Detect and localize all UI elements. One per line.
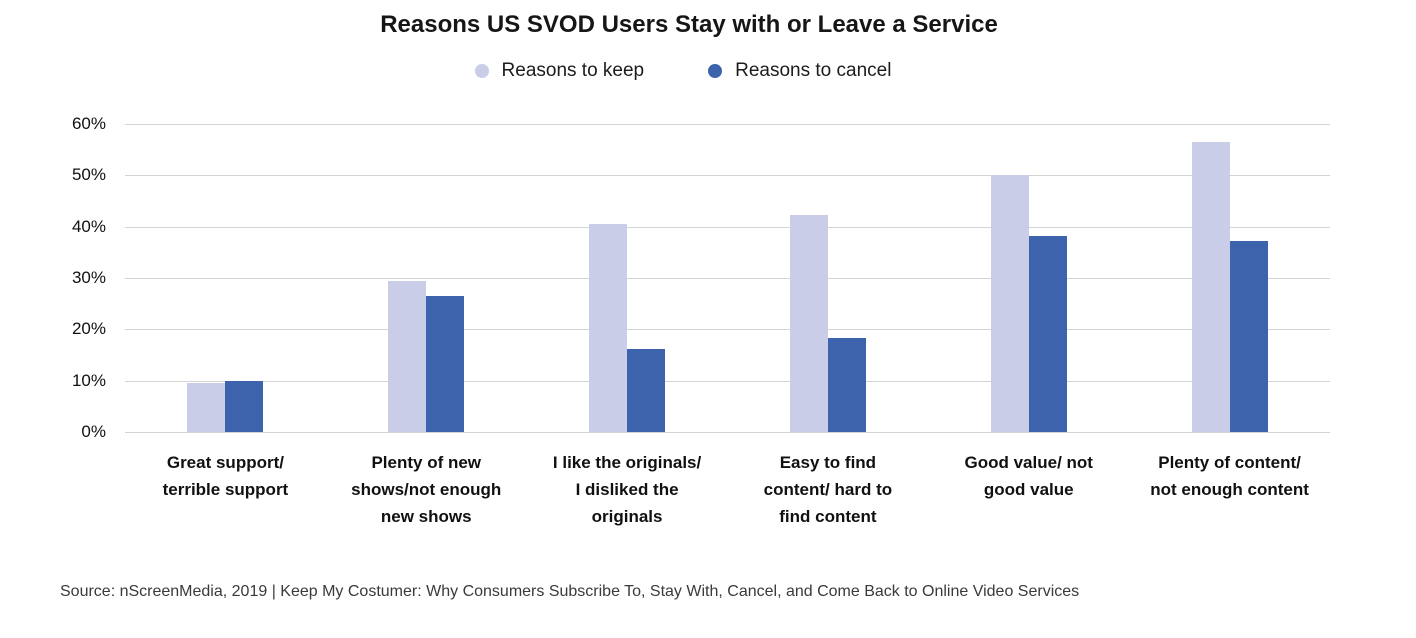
- bar-group: [1129, 124, 1330, 432]
- gridline: [125, 278, 1330, 279]
- x-axis-label-line: Great support/: [166, 453, 284, 472]
- bar-cancel: [827, 338, 866, 432]
- bar-keep: [789, 214, 828, 432]
- x-axis-label: Easy to find content/ hard to find content: [727, 449, 928, 530]
- bar-cancel: [225, 380, 264, 432]
- y-axis-tick: 40%: [71, 216, 106, 236]
- gridline: [125, 380, 1330, 382]
- x-axis-label: Plenty of new shows/not enough new shows: [326, 449, 527, 530]
- x-axis-label-line: shows/not enough: [351, 480, 502, 499]
- x-axis-label-line: terrible support: [162, 480, 289, 499]
- chart-legend: Reasons to keep Reasons to cancel: [0, 60, 1366, 82]
- x-axis-labels: Great support/terrible support Plenty of …: [125, 449, 1330, 530]
- bar-group: [527, 124, 728, 432]
- plot-area: [125, 124, 1330, 433]
- y-axis-tick: 30%: [71, 268, 106, 287]
- bar-keep: [1191, 141, 1230, 432]
- bar-cancel: [627, 348, 666, 432]
- bar-keep: [990, 175, 1029, 432]
- y-axis-tick: 60%: [71, 114, 106, 133]
- bar-group: [727, 124, 928, 432]
- chart-title: Reasons US SVOD Users Stay with or Leave…: [380, 11, 998, 38]
- bar-group: [326, 124, 527, 432]
- y-axis-tick: 20%: [71, 319, 106, 339]
- x-axis-label-line: Plenty of content/: [1158, 453, 1301, 472]
- y-axis-tick: 50%: [71, 165, 106, 185]
- x-axis-label-line: not enough content: [1150, 480, 1309, 499]
- gridline: [125, 124, 1330, 125]
- bar-keep: [388, 280, 427, 432]
- legend-label: Reasons to cancel: [735, 60, 892, 81]
- legend-label: Reasons to keep: [501, 60, 645, 81]
- x-axis-label-line: Easy to find: [779, 453, 877, 472]
- x-axis-label-line: Plenty of new: [371, 453, 482, 472]
- bar-cancel: [1229, 240, 1268, 432]
- x-axis-label-line: Good value/ not: [964, 453, 1093, 472]
- gridline: [125, 329, 1330, 331]
- x-axis-label-line: I disliked the: [575, 480, 679, 499]
- x-axis-label: Plenty of content/not enough content: [1129, 449, 1330, 530]
- x-axis-label-line: originals: [591, 507, 663, 526]
- x-axis-label-line: find content: [779, 507, 877, 526]
- bar-keep: [589, 224, 628, 432]
- x-axis-label: Good value/ not good value: [928, 449, 1129, 530]
- x-axis-label-line: I like the originals/: [552, 453, 702, 472]
- bar-keep: [187, 383, 226, 432]
- bar-group: [928, 124, 1129, 432]
- bar-cancel: [426, 295, 465, 432]
- source-note: Source: nScreenMedia, 2019 | Keep My Cos…: [60, 583, 1080, 600]
- gridline: [125, 175, 1330, 177]
- x-axis-label-line: good value: [983, 480, 1074, 499]
- y-axis-tick: 10%: [71, 370, 106, 390]
- legend-item-cancel: Reasons to cancel: [708, 60, 891, 82]
- bar-groups: [125, 124, 1330, 432]
- x-axis-label-line: new shows: [380, 507, 472, 526]
- legend-item-keep: Reasons to keep: [474, 60, 645, 82]
- x-axis-label-line: content/ hard to: [763, 480, 893, 499]
- gridline: [125, 432, 1330, 433]
- legend-dot-icon: [708, 64, 723, 78]
- legend-dot-icon: [474, 64, 489, 78]
- gridline: [125, 226, 1330, 228]
- x-axis-label: Great support/terrible support: [125, 449, 326, 530]
- bar-cancel: [1028, 235, 1067, 432]
- x-axis-label: I like the originals/I disliked the origi…: [527, 449, 728, 530]
- y-axis-tick: 0%: [81, 422, 106, 441]
- bar-group: [125, 124, 326, 432]
